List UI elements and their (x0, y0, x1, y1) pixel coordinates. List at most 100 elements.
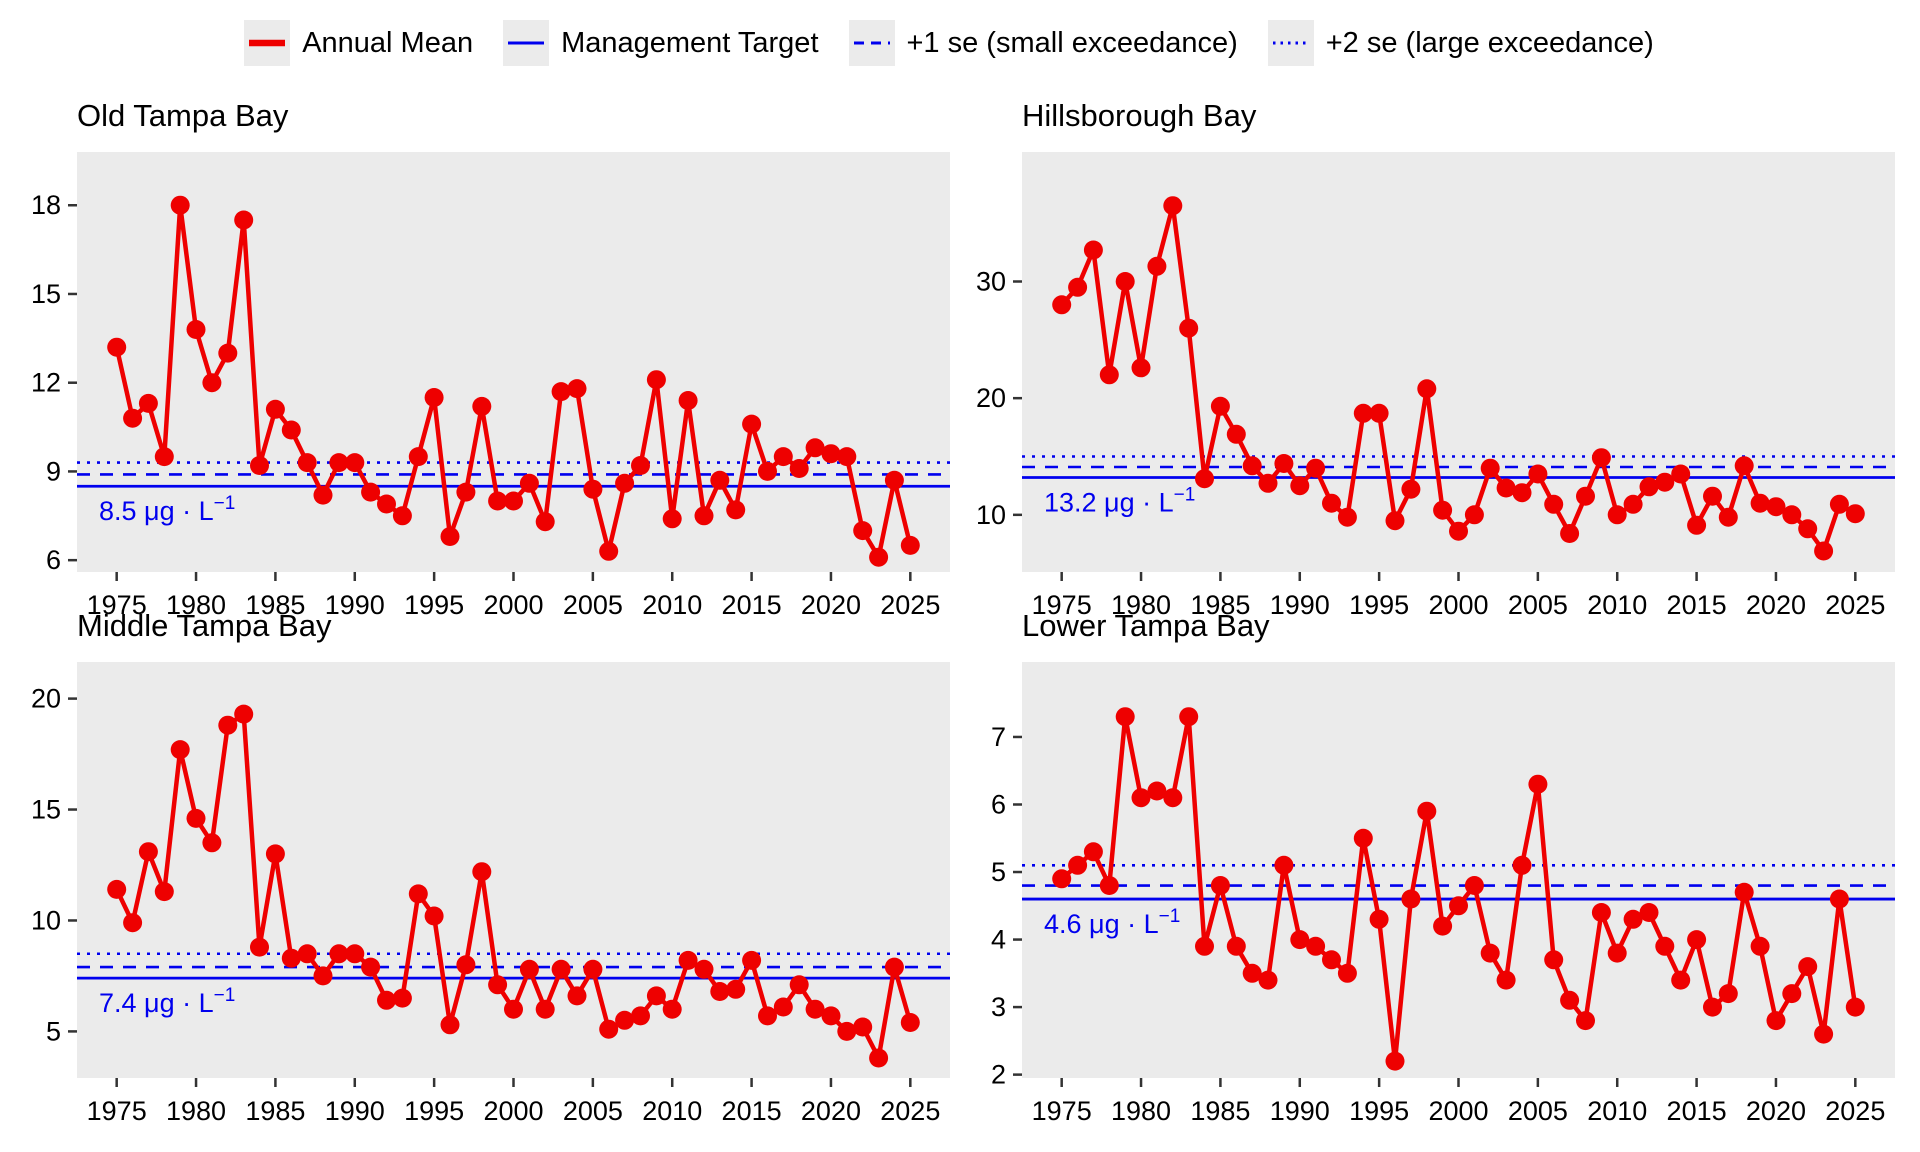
y-axis-label: 12 (31, 368, 61, 398)
data-point (1655, 936, 1675, 956)
data-point (853, 1017, 873, 1037)
y-axis-label: 4 (991, 925, 1006, 955)
data-point (789, 459, 809, 478)
x-axis-label: 2025 (880, 590, 940, 620)
data-point (1195, 469, 1214, 489)
data-point (440, 527, 460, 546)
data-point (694, 959, 714, 979)
legend-item-management-target: Management Target (503, 20, 840, 66)
x-axis-label: 2025 (880, 1096, 940, 1126)
data-point (1417, 379, 1437, 399)
data-point (1083, 240, 1103, 260)
y-axis-label: 5 (991, 857, 1006, 887)
data-point (1274, 454, 1294, 473)
data-point (1480, 458, 1500, 478)
data-point (1353, 403, 1373, 423)
data-point (1512, 855, 1532, 875)
data-point (1306, 936, 1326, 956)
data-point (186, 320, 206, 339)
data-point (1242, 456, 1262, 476)
data-point (440, 1015, 460, 1035)
x-axis-label: 2020 (1746, 590, 1806, 620)
data-point (1639, 903, 1659, 922)
data-point (900, 535, 920, 555)
data-point (1560, 990, 1580, 1010)
data-point (1083, 842, 1103, 862)
data-point (1274, 855, 1294, 875)
data-point (837, 447, 857, 467)
legend-label-annual-mean: Annual Mean (302, 26, 474, 59)
data-point (1703, 486, 1722, 506)
x-axis-label: 1985 (1190, 1096, 1250, 1126)
data-point (789, 975, 809, 995)
x-axis-label: 2015 (1667, 1096, 1727, 1126)
data-point (392, 988, 412, 1008)
x-axis-label: 1995 (404, 590, 464, 620)
data-point (472, 396, 492, 416)
data-point (488, 491, 508, 511)
data-point (1845, 997, 1865, 1017)
data-point (1623, 909, 1643, 929)
x-axis-label: 2005 (1508, 590, 1568, 620)
x-axis-label: 2000 (483, 1096, 543, 1126)
data-point (1385, 511, 1405, 531)
data-point (567, 986, 587, 1006)
data-point (1369, 909, 1389, 929)
data-point (1131, 788, 1151, 808)
data-point (1782, 984, 1802, 1004)
legend-item-annual-mean: Annual Mean (244, 20, 495, 66)
data-point (1433, 500, 1453, 520)
data-point (1607, 943, 1627, 963)
data-point (869, 547, 889, 567)
data-point (1210, 876, 1230, 895)
data-point (1147, 256, 1167, 276)
data-point (1766, 1011, 1786, 1031)
y-axis-label: 15 (31, 279, 61, 309)
data-point (456, 482, 476, 502)
data-point (218, 343, 238, 363)
data-point (218, 715, 238, 735)
data-point (392, 506, 412, 526)
data-point (1464, 505, 1484, 525)
data-point (1337, 507, 1357, 527)
data-point (1179, 318, 1199, 338)
data-point (297, 944, 317, 964)
data-point (1353, 828, 1373, 848)
data-point (726, 500, 746, 520)
plot-area: 8.5 μg · L−1 6 9 12 15 18 1975 1980 1985 1990 1995… (31, 152, 950, 620)
data-point (631, 1006, 650, 1026)
data-point (1591, 448, 1611, 468)
data-point (615, 473, 635, 493)
data-point (884, 470, 904, 490)
legend-label-management-target: Management Target (561, 26, 819, 59)
data-point (1068, 277, 1088, 297)
data-point (805, 438, 825, 458)
x-axis-label: 1985 (245, 1096, 305, 1126)
target-value-label: 8.5 μg · L−1 (99, 493, 235, 526)
data-point (1306, 458, 1326, 478)
x-axis-label: 1990 (1270, 1096, 1330, 1126)
data-point (742, 950, 762, 970)
data-point (281, 948, 301, 968)
data-point (758, 461, 777, 481)
data-point (900, 1013, 920, 1032)
x-axis-label: 2015 (722, 1096, 782, 1126)
x-axis-label: 2020 (801, 590, 861, 620)
data-point (1290, 476, 1310, 496)
x-axis-label: 1995 (404, 1096, 464, 1126)
data-point (758, 1006, 777, 1026)
data-point (1544, 494, 1564, 514)
data-point (1147, 781, 1167, 801)
data-point (662, 999, 682, 1019)
data-point (646, 370, 666, 390)
data-point (1099, 876, 1119, 895)
x-axis-label: 1995 (1349, 590, 1409, 620)
panel-title: Middle Tampa Bay (77, 608, 332, 643)
data-point (472, 862, 492, 882)
data-point (107, 337, 127, 357)
data-point (1480, 943, 1500, 963)
legend-label-plus-1-se: +1 se (small exceedance) (906, 26, 1238, 59)
data-point (504, 999, 523, 1019)
data-point (1639, 477, 1659, 497)
data-point (107, 879, 127, 899)
